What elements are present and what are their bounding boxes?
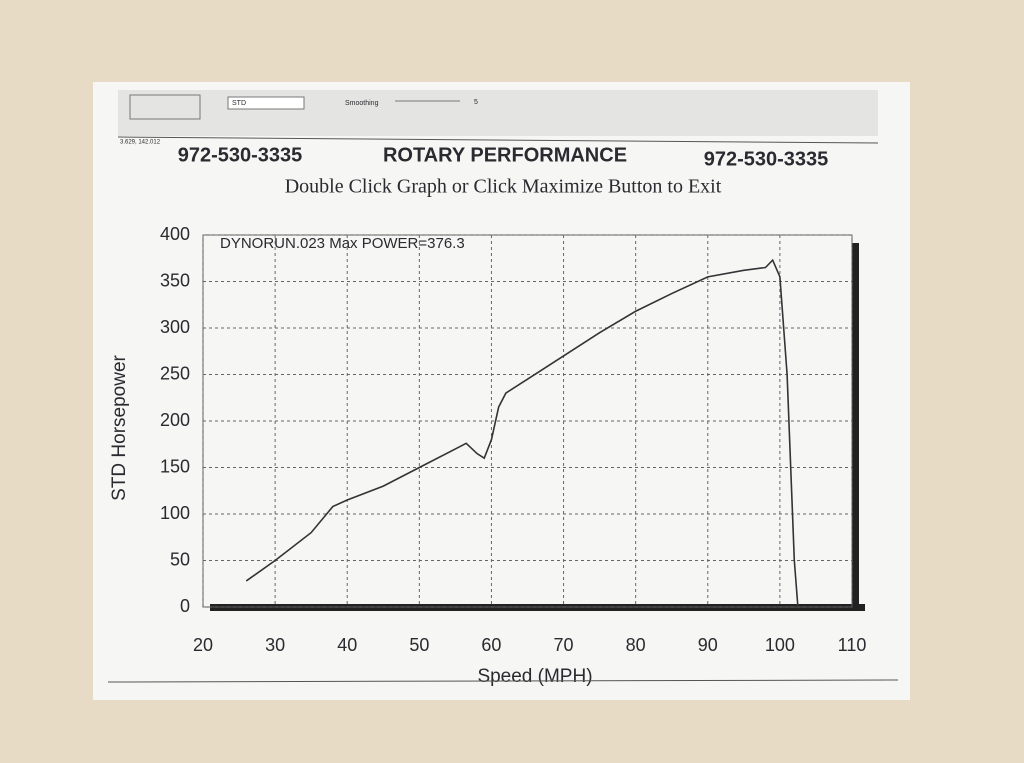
y-tick-label: 300 — [160, 317, 190, 337]
y-tick-label: 350 — [160, 270, 190, 290]
dropdown[interactable] — [227, 96, 305, 110]
x-tick-label: 70 — [554, 635, 574, 655]
toolbar-icons — [129, 94, 201, 120]
y-tick-label: 250 — [160, 363, 190, 383]
divider — [117, 136, 879, 144]
x-tick-label: 90 — [698, 635, 718, 655]
x-tick-label: 30 — [265, 635, 285, 655]
subtitle: Double Click Graph or Click Maximize But… — [285, 176, 722, 198]
y-tick-label: 400 — [160, 224, 190, 244]
x-axis-label: Speed (MPH) — [477, 666, 592, 687]
data-line — [245, 258, 799, 608]
x-tick-label: 40 — [337, 635, 357, 655]
phone-left: 972-530-3335 — [178, 144, 303, 166]
bottom-rule — [107, 679, 899, 683]
smoothing-value: 5 — [474, 99, 478, 106]
x-tick-label: 50 — [409, 635, 429, 655]
y-tick-label: 50 — [170, 549, 190, 569]
chart-title: ROTARY PERFORMANCE — [383, 144, 627, 166]
x-tick-label: 20 — [193, 635, 213, 655]
annotation: DYNORUN.023 Max POWER=376.3 — [220, 235, 465, 252]
x-tick-label: 60 — [481, 635, 501, 655]
phone-right: 972-530-3335 — [704, 148, 829, 170]
smoothing-label: Smoothing — [345, 100, 379, 107]
coordinates: 3.629, 142.012 — [120, 140, 161, 146]
dropdown-value: STD — [232, 100, 246, 107]
y-axis-label: STD Horsepower — [109, 354, 130, 500]
frame-shadow — [852, 243, 859, 611]
x-tick-label: 110 — [838, 635, 867, 655]
x-tick-label: 80 — [626, 635, 646, 655]
y-tick-label: 150 — [160, 456, 190, 476]
paper — [93, 82, 910, 700]
y-tick-label: 0 — [180, 596, 190, 616]
y-tick-label: 100 — [160, 503, 190, 523]
x-tick-label: 100 — [765, 635, 795, 655]
y-tick-label: 200 — [160, 410, 190, 430]
